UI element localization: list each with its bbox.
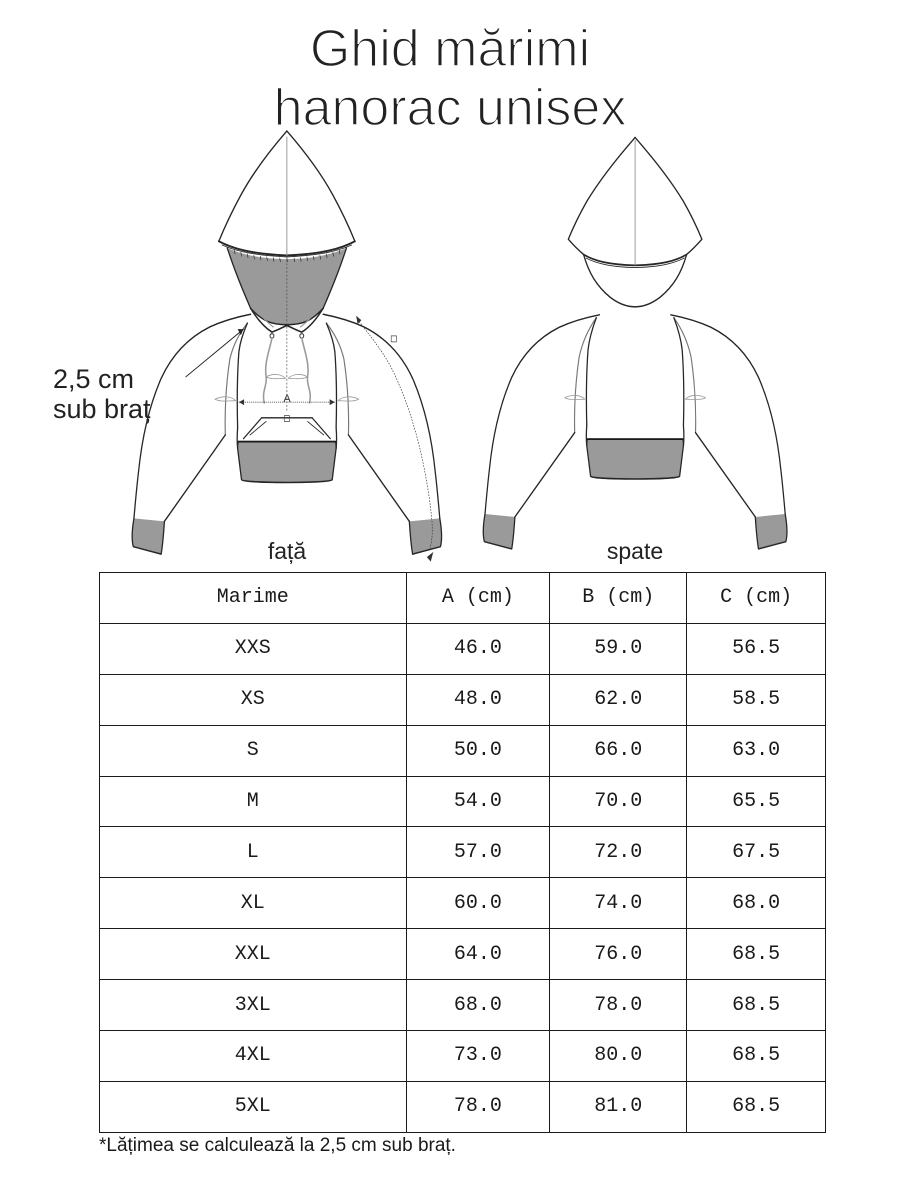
svg-text:2,5 cm: 2,5 cm — [53, 364, 134, 394]
svg-text:sub braț: sub braț — [53, 394, 151, 424]
svg-text:A: A — [283, 393, 291, 405]
svg-text:față: față — [268, 538, 307, 564]
svg-text:spate: spate — [607, 538, 663, 564]
